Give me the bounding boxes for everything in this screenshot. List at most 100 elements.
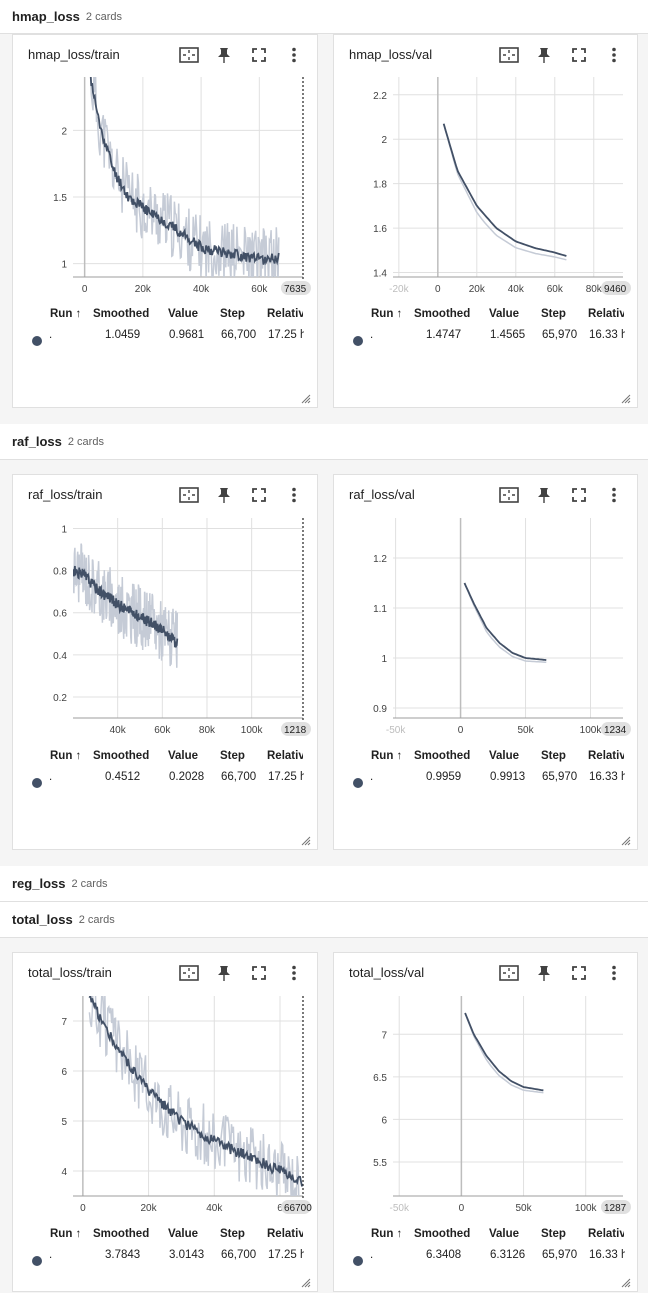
value-column-header[interactable]: Value [489, 1228, 520, 1240]
table-row[interactable]: . 0.4512 0.2028 66,700 17.25 h [13, 771, 317, 787]
smoothed-column-header[interactable]: Smoothed [93, 308, 150, 320]
table-row[interactable]: . 0.9959 0.9913 65,970 16.33 h [334, 771, 637, 787]
fit-domain-icon [178, 487, 199, 503]
card-title: raf_loss/train [28, 487, 103, 502]
more-vert-button[interactable] [596, 45, 631, 65]
resize-handle-icon[interactable] [301, 833, 311, 846]
smoothed-column-header[interactable]: Smoothed [414, 308, 471, 320]
resize-handle-icon[interactable] [621, 391, 631, 404]
run-column-header[interactable]: Run ↑ [50, 750, 82, 762]
line-chart[interactable]: 0.2 0.4 0.6 0.8 1 40k 60k 80k 100k 1218 [13, 475, 319, 851]
x-axis-badge-label: 1287 [604, 1203, 627, 1214]
pin-button[interactable] [206, 963, 241, 983]
smoothed-value: 3.7843 [105, 1249, 141, 1261]
group-header-reg-loss[interactable]: reg_loss 2 cards [0, 866, 648, 902]
line-chart[interactable]: 1 1.5 2 0 20k 40k 60k 7635 [13, 35, 319, 409]
relative-value: 16.33 h [589, 329, 625, 341]
line-chart[interactable]: 0.9 1 1.1 1.2 -50k 0 50k 100k 1234 [334, 475, 639, 851]
relative-column-header[interactable]: Relativ [588, 750, 624, 762]
more-vert-button[interactable] [276, 963, 311, 983]
x-tick-label: 40k [206, 1203, 223, 1214]
fit-domain-button[interactable] [171, 45, 206, 65]
relative-column-header[interactable]: Relativ [588, 1228, 624, 1240]
table-row[interactable]: . 1.4747 1.4565 65,970 16.33 h [334, 329, 637, 345]
smoothed-column-header[interactable]: Smoothed [414, 750, 471, 762]
value-column-header[interactable]: Value [168, 750, 199, 762]
relative-value: 16.33 h [589, 771, 625, 783]
fullscreen-button[interactable] [561, 45, 596, 65]
more-vert-button[interactable] [596, 963, 631, 983]
x-tick-label: 80k [586, 284, 603, 295]
table-row[interactable]: . 3.7843 3.0143 66,700 17.25 h [13, 1249, 317, 1265]
run-column-header[interactable]: Run ↑ [50, 308, 82, 320]
line-chart[interactable]: 5.5 6 6.5 7 -50k 0 50k 100k 1287 [334, 953, 639, 1293]
relative-column-header[interactable]: Relativ [267, 1228, 303, 1240]
smoothed-column-header[interactable]: Smoothed [414, 1228, 471, 1240]
group-header-raf-loss[interactable]: raf_loss 2 cards [0, 424, 648, 460]
step-column-header[interactable]: Step [541, 750, 566, 762]
x-tick-label: 0 [80, 1203, 86, 1214]
fit-domain-button[interactable] [491, 963, 526, 983]
fit-domain-button[interactable] [491, 45, 526, 65]
resize-handle-icon[interactable] [301, 1275, 311, 1288]
relative-column-header[interactable]: Relativ [267, 750, 303, 762]
x-tick-label: -50k [389, 1203, 409, 1214]
fullscreen-button[interactable] [241, 485, 276, 505]
resize-handle-icon[interactable] [301, 391, 311, 404]
group-header-hmap-loss[interactable]: hmap_loss 2 cards [0, 0, 648, 34]
smoothed-series-line [88, 996, 303, 1187]
smoothed-column-header[interactable]: Smoothed [93, 1228, 150, 1240]
value-column-header[interactable]: Value [168, 308, 199, 320]
group-header-total-loss[interactable]: total_loss 2 cards [0, 902, 648, 938]
fit-domain-button[interactable] [171, 963, 206, 983]
scalar-card: raf_loss/train 0.2 0.4 0.6 0.8 1 40k 60k 80k 100k… [12, 474, 318, 850]
fit-domain-button[interactable] [171, 485, 206, 505]
data-table: Run ↑ Smoothed Value Step Relativ . 0.4512 0.20… [13, 750, 317, 790]
table-row[interactable]: . 6.3408 6.3126 65,970 16.33 h [334, 1249, 637, 1265]
x-tick-label: 100k [241, 725, 264, 736]
run-color-dot [353, 336, 363, 346]
run-column-header[interactable]: Run ↑ [371, 750, 403, 762]
more-vert-button[interactable] [276, 485, 311, 505]
group-name: hmap_loss [12, 9, 80, 24]
fullscreen-button[interactable] [561, 485, 596, 505]
resize-handle-icon[interactable] [621, 833, 631, 846]
fit-domain-button[interactable] [491, 485, 526, 505]
fullscreen-button[interactable] [561, 963, 596, 983]
fullscreen-button[interactable] [241, 963, 276, 983]
value-column-header[interactable]: Value [489, 308, 520, 320]
step-column-header[interactable]: Step [541, 308, 566, 320]
step-column-header[interactable]: Step [220, 1228, 245, 1240]
step-column-header[interactable]: Step [220, 308, 245, 320]
scalar-card: hmap_loss/train 1 1.5 2 0 20k 40k 60k 7635 Run ↑ S… [12, 34, 318, 408]
more-vert-button[interactable] [276, 45, 311, 65]
pin-button[interactable] [206, 485, 241, 505]
card-title: hmap_loss/val [349, 47, 433, 62]
line-chart[interactable]: 1.4 1.6 1.8 2 2.2 -20k 0 20k 40k 60k 80k 9460 [334, 35, 639, 409]
value-column-header[interactable]: Value [168, 1228, 199, 1240]
value-column-header[interactable]: Value [489, 750, 520, 762]
step-column-header[interactable]: Step [541, 1228, 566, 1240]
resize-handle-icon[interactable] [621, 1275, 631, 1288]
relative-column-header[interactable]: Relativ [588, 308, 624, 320]
run-column-header[interactable]: Run ↑ [50, 1228, 82, 1240]
step-column-header[interactable]: Step [220, 750, 245, 762]
pin-button[interactable] [206, 45, 241, 65]
x-tick-label: 40k [193, 284, 210, 295]
run-column-header[interactable]: Run ↑ [371, 308, 403, 320]
run-column-header[interactable]: Run ↑ [371, 1228, 403, 1240]
pin-button[interactable] [526, 485, 561, 505]
pin-button[interactable] [526, 45, 561, 65]
y-tick-label: 1.4 [373, 269, 387, 280]
smoothed-value: 1.0459 [105, 329, 141, 341]
more-vert-button[interactable] [596, 485, 631, 505]
pin-button[interactable] [526, 963, 561, 983]
fullscreen-button[interactable] [241, 45, 276, 65]
y-tick-label: 1 [61, 260, 67, 271]
relative-column-header[interactable]: Relativ [267, 308, 303, 320]
table-row[interactable]: . 1.0459 0.9681 66,700 17.25 h [13, 329, 317, 345]
x-tick-label: 100k [575, 1203, 598, 1214]
raw-value: 3.0143 [169, 1249, 205, 1261]
smoothed-column-header[interactable]: Smoothed [93, 750, 150, 762]
